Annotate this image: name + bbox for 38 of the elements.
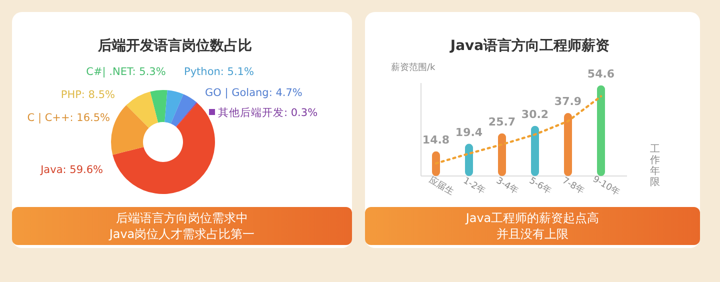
data-label: 19.4 xyxy=(455,126,483,139)
bar xyxy=(498,133,506,176)
donut-slice xyxy=(150,90,168,123)
x-tick-label: 5-6年 xyxy=(527,175,554,197)
donut-slice xyxy=(126,92,158,128)
slice-label: Java: 59.6% xyxy=(40,164,104,176)
slice-label: C#| .NET: 5.3% xyxy=(86,66,166,78)
donut-slice xyxy=(111,105,149,155)
bar xyxy=(564,113,572,176)
text: 后端语言方向岗位需求中 xyxy=(116,211,248,225)
x-tick-label: 7-8年 xyxy=(560,175,586,197)
slice-label: PHP: 8.5% xyxy=(60,89,116,101)
data-label: 30.2 xyxy=(521,108,549,121)
chart-title: 后端开发语言岗位数占比 xyxy=(97,37,252,54)
bar xyxy=(531,126,539,176)
slice-label: C | C++: 16.5% xyxy=(27,112,110,124)
slice-label: Python: 5.1% xyxy=(184,66,254,78)
donut-slice xyxy=(176,102,198,127)
data-label: 14.8 xyxy=(422,133,450,146)
x-tick-label: 3-4年 xyxy=(494,175,520,197)
x-tick-label: 1-2年 xyxy=(461,175,488,197)
x-axis-title: 工作年限 xyxy=(649,144,660,188)
data-label: 54.6 xyxy=(587,67,615,80)
donut-slice xyxy=(112,102,215,194)
donut-slice xyxy=(164,90,184,124)
text: Java工程师的薪资起点高 xyxy=(464,211,600,225)
data-label: 37.9 xyxy=(554,95,582,108)
donut-slice xyxy=(170,94,196,127)
text: 并且没有上限 xyxy=(496,227,568,241)
legend-label: 其他后端开发: 0.3% xyxy=(218,106,318,119)
chart-title: Java语言方向工程师薪资 xyxy=(449,37,610,54)
slice-label: GO | Golang: 4.7% xyxy=(205,87,302,99)
bar xyxy=(597,85,605,176)
data-label: 25.7 xyxy=(488,115,516,128)
y-axis-title: 薪资范围/k xyxy=(391,62,436,73)
x-tick-label: 9-10年 xyxy=(590,174,622,198)
x-tick-label: 应届生 xyxy=(426,174,456,198)
text: Java岗位人才需求占比第一 xyxy=(108,227,255,241)
